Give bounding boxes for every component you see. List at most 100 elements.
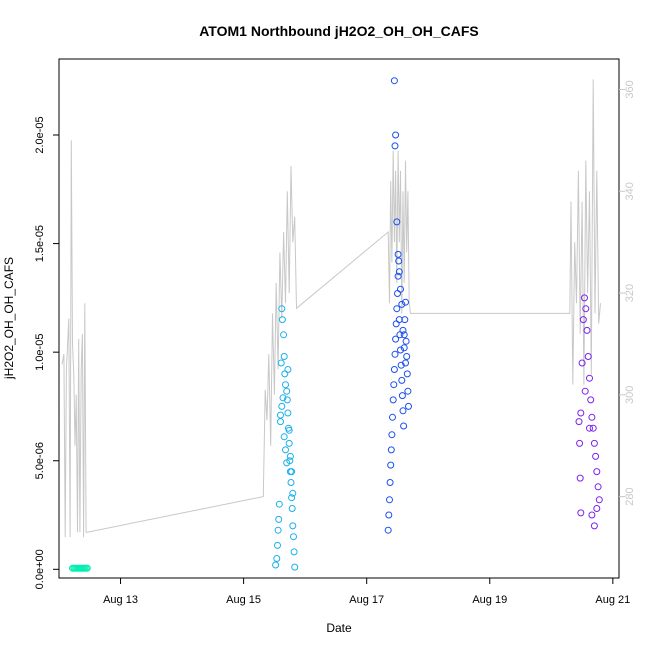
data-point xyxy=(390,366,398,373)
data-point xyxy=(274,541,281,549)
data-point xyxy=(386,496,393,504)
data-point xyxy=(289,522,297,530)
data-point xyxy=(586,374,593,382)
data-point xyxy=(290,548,298,556)
data-point xyxy=(403,370,411,378)
data-point xyxy=(405,402,412,410)
data-point xyxy=(275,515,283,523)
data-point xyxy=(583,326,591,334)
y-axis: 0.0e+00 5.0e-06 1.0e-05 1.5e-05 2.0e-05 xyxy=(34,116,59,589)
data-point xyxy=(273,555,281,562)
data-point xyxy=(403,353,411,360)
data-point xyxy=(582,305,590,313)
data-point xyxy=(590,522,598,530)
data-point xyxy=(385,511,393,519)
data-point xyxy=(397,361,405,369)
data-point xyxy=(394,250,402,258)
data-point xyxy=(578,359,586,367)
data-point xyxy=(593,505,601,512)
x-axis-label: Date xyxy=(326,621,352,635)
data-point xyxy=(386,479,394,486)
data-point xyxy=(389,413,396,421)
data-point xyxy=(589,424,597,432)
data-point xyxy=(398,376,406,384)
data-point xyxy=(586,424,593,432)
data-point xyxy=(397,285,404,293)
data-point xyxy=(402,359,409,367)
data-point xyxy=(280,331,288,339)
data-point xyxy=(400,344,408,352)
x-tick-label: Aug 19 xyxy=(472,594,507,606)
data-point xyxy=(577,509,585,517)
y-tick-label: 5.0e-06 xyxy=(34,442,46,479)
data-point xyxy=(575,418,583,426)
x-tick-label: Aug 13 xyxy=(103,594,138,606)
data-point xyxy=(581,294,588,302)
data-point xyxy=(594,483,602,491)
x-tick-label: Aug 15 xyxy=(226,594,261,606)
data-point xyxy=(277,359,285,367)
data-point xyxy=(288,505,296,512)
data-point xyxy=(390,381,398,389)
data-point xyxy=(287,479,295,486)
y2-tick-label: 320 xyxy=(624,284,636,302)
data-point xyxy=(579,316,587,324)
y-axis-label: jH2O2_OH_OH_CAFS xyxy=(2,257,16,380)
data-point xyxy=(288,468,296,476)
data-point xyxy=(581,387,589,395)
data-point xyxy=(397,346,404,354)
data-point xyxy=(393,305,401,313)
data-point xyxy=(277,411,284,419)
data-point xyxy=(288,494,296,502)
data-point xyxy=(282,446,289,454)
data-point xyxy=(391,142,399,150)
data-point xyxy=(398,300,406,308)
y-tick-label: 1.0e-05 xyxy=(34,334,46,371)
y2-axis: 280 300 320 340 360 xyxy=(619,80,636,506)
data-point xyxy=(395,257,403,265)
data-point xyxy=(275,500,283,508)
data-point xyxy=(278,316,286,324)
data-point xyxy=(387,461,395,469)
data-point xyxy=(278,402,286,410)
data-point xyxy=(290,533,297,541)
data-point xyxy=(404,387,412,395)
data-point xyxy=(576,439,584,447)
data-point xyxy=(392,335,400,343)
data-point xyxy=(584,353,592,360)
data-point xyxy=(576,474,584,482)
data-point xyxy=(280,353,288,360)
y-tick-label: 0.0e+00 xyxy=(34,549,46,589)
chart-title: ATOM1 Northbound jH2O2_OH_OH_CAFS xyxy=(199,23,479,39)
data-point xyxy=(394,272,402,280)
y-tick-label: 2.0e-05 xyxy=(34,116,46,153)
data-point xyxy=(289,489,297,497)
data-point xyxy=(283,396,291,404)
data-point xyxy=(592,452,600,460)
data-point xyxy=(402,337,410,345)
data-point xyxy=(400,331,408,339)
data-point xyxy=(399,407,407,415)
data-point xyxy=(593,468,601,476)
data-point xyxy=(280,433,288,441)
data-point xyxy=(284,409,292,417)
data-point xyxy=(83,564,91,572)
data-point xyxy=(400,422,408,430)
data-point xyxy=(401,316,409,324)
y-tick-label: 1.5e-05 xyxy=(34,225,46,262)
data-point xyxy=(389,396,397,404)
data-point xyxy=(284,366,292,373)
x-tick-label: Aug 21 xyxy=(595,594,630,606)
data-point xyxy=(291,563,299,571)
x-tick-label: Aug 17 xyxy=(349,594,384,606)
data-point xyxy=(402,298,409,306)
data-point xyxy=(283,459,291,467)
data-point xyxy=(390,77,398,85)
data-point xyxy=(391,350,399,358)
data-point xyxy=(274,526,282,534)
x-axis: Aug 13 Aug 15 Aug 17 Aug 19 Aug 21 xyxy=(103,577,630,606)
data-point xyxy=(577,409,585,417)
y2-tick-label: 280 xyxy=(624,487,636,505)
data-point xyxy=(393,218,401,226)
